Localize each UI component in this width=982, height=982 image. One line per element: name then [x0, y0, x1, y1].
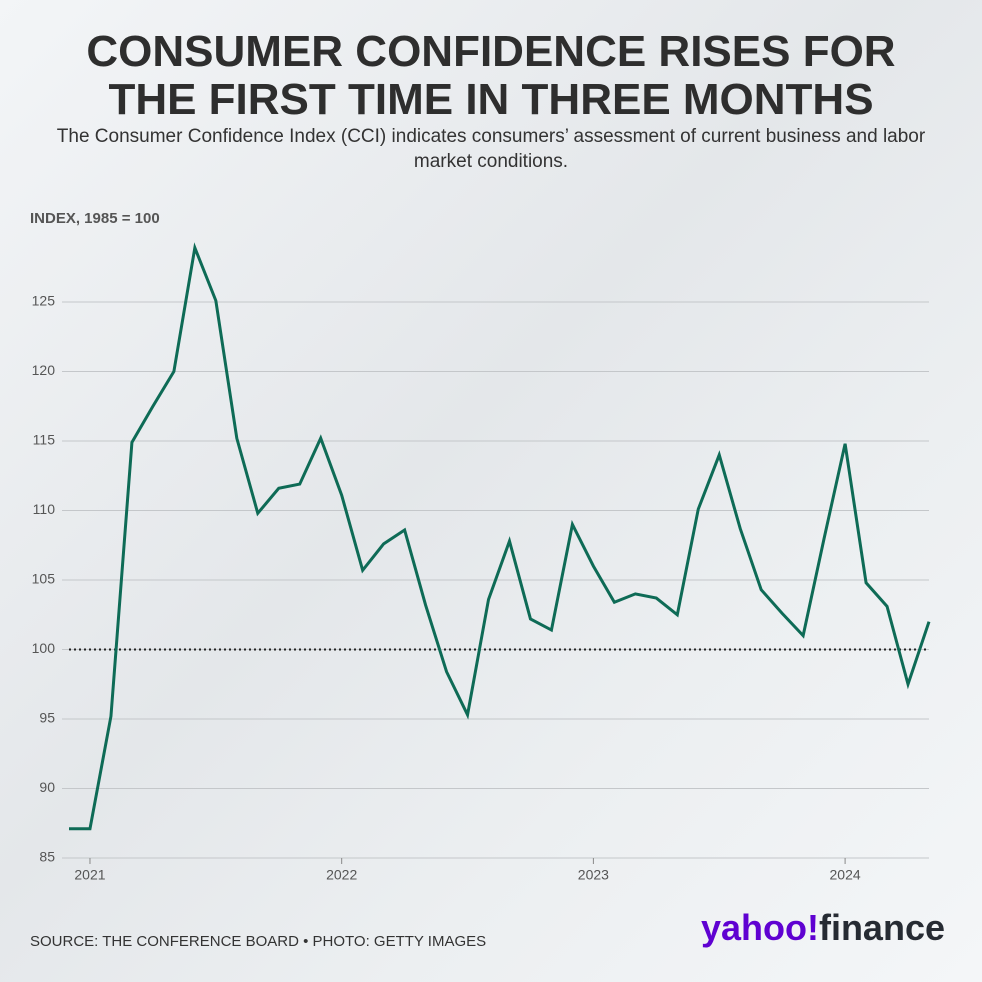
y-axis-label: INDEX, 1985 = 100 — [30, 210, 160, 227]
y-tick-label: 105 — [32, 571, 56, 587]
source: SOURCE: THE CONFERENCE BOARD • PHOTO: GE… — [30, 933, 486, 950]
y-tick-label: 125 — [32, 293, 56, 309]
x-tick-label: 2021 — [74, 867, 105, 883]
chart-subtitle: The Consumer Confidence Index (CCI) indi… — [56, 126, 926, 172]
x-tick-label: 2024 — [830, 867, 861, 883]
chart-title: CONSUMER CONFIDENCE RISES FOR THE FIRST … — [86, 27, 896, 124]
y-tick-label: 100 — [32, 640, 56, 656]
y-tick-label: 95 — [39, 710, 55, 726]
y-tick-label: 120 — [32, 362, 56, 378]
x-tick-label: 2022 — [326, 867, 357, 883]
logo-brand: yahoo! — [701, 907, 819, 948]
y-tick-label: 115 — [33, 432, 56, 448]
y-tick-label: 85 — [39, 849, 55, 865]
logo-product: finance — [819, 907, 945, 948]
series-line — [69, 242, 931, 831]
y-tick-label: 90 — [39, 779, 55, 795]
logo: yahoo!finance — [701, 907, 945, 948]
y-tick-label: 110 — [33, 501, 56, 517]
x-tick-label: 2023 — [578, 867, 609, 883]
